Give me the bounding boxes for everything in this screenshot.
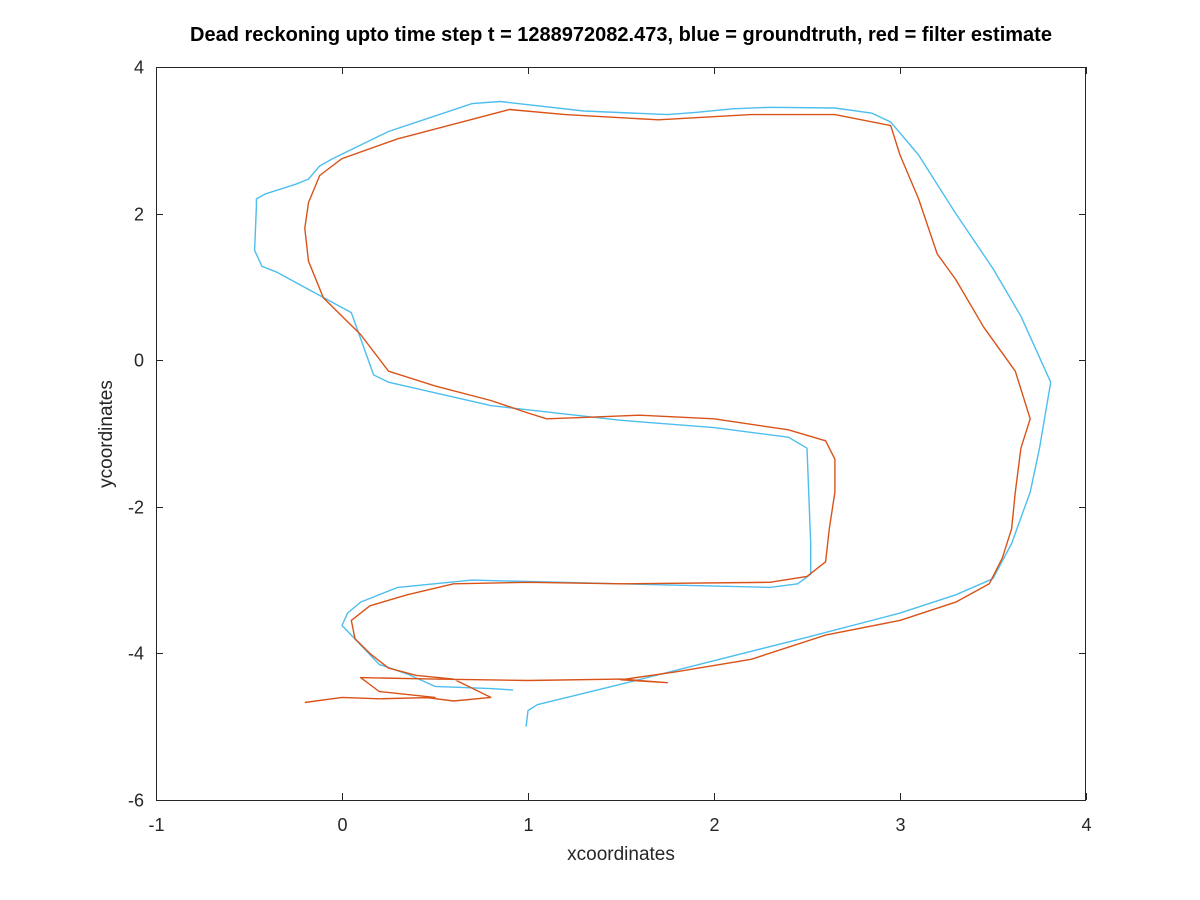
x-tick-label: -1 xyxy=(148,815,164,835)
y-tick-label: -4 xyxy=(128,644,144,664)
axis-ticks: -1 0 1 2 3 4 -6 -4 -2 0 2 4 xyxy=(128,58,1092,836)
x-tick-label: 2 xyxy=(709,815,719,835)
filter-estimate-series-line xyxy=(304,108,1031,704)
y-tick-label: 0 xyxy=(134,351,144,371)
groundtruth-series-line xyxy=(253,100,1052,727)
chart-title: Dead reckoning upto time step t = 128897… xyxy=(190,24,1052,46)
x-tick-label: 3 xyxy=(895,815,905,835)
y-tick-label: 4 xyxy=(134,58,144,78)
y-axis-label: ycoordinates xyxy=(96,380,117,488)
axes-box xyxy=(156,67,1086,801)
x-axis-label: xcoordinates xyxy=(567,844,675,865)
x-tick-label: 4 xyxy=(1081,815,1091,835)
y-tick-label: 2 xyxy=(134,205,144,225)
x-tick-label: 1 xyxy=(523,815,533,835)
y-tick-label: -2 xyxy=(128,498,144,518)
x-tick-label: 0 xyxy=(337,815,347,835)
y-tick-label: -6 xyxy=(128,791,144,811)
plot-area xyxy=(253,100,1052,727)
